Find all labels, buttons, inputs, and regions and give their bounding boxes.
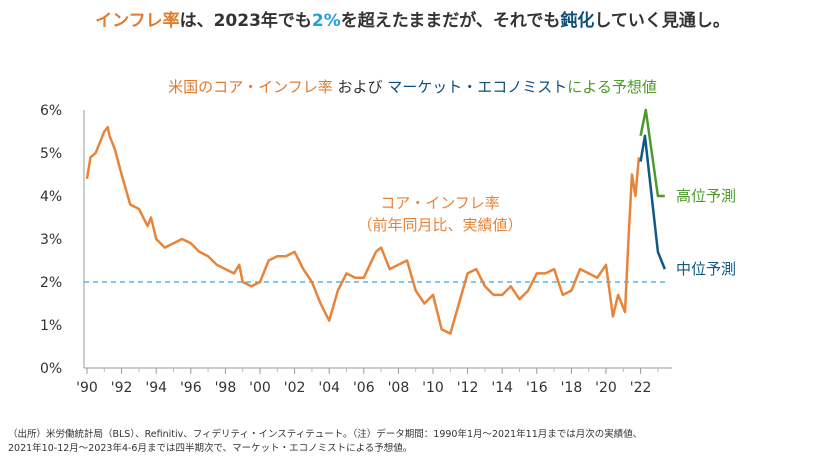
y-tick-label: 5% [40,146,62,162]
x-tick-label: '12 [457,380,479,396]
y-tick-label: 4% [40,189,62,205]
x-tick-label: '92 [111,380,133,396]
x-tick-label: '08 [388,380,410,396]
x-tick-label: '18 [561,380,583,396]
x-tick-label: '96 [180,380,202,396]
high-forecast-line [639,108,665,198]
x-tick-label: '04 [318,380,340,396]
footnote: （出所）米労働統計局（BLS）、Refinitiv、フィデリティ・インスティテュ… [8,429,643,454]
actual-series-line [85,125,641,335]
y-tick-label: 0% [40,361,62,377]
headline: インフレ率は、2023年でも2%を超えたままだが、それでも鈍化していく見通し。 [95,11,730,31]
y-tick-label: 6% [40,103,62,119]
line-chart: 0% 1% 2% 3% 4% 5% 6% '90 '92 '94 '96 '98 '00 '02 '04 '0… [40,103,736,396]
y-tick-label: 2% [40,275,62,291]
x-tick-label: '98 [215,380,237,396]
y-tick-label: 1% [40,318,62,334]
annotation-line1: コア・インフレ率 [380,194,500,212]
x-tick-label: '94 [145,380,167,396]
x-tick-label: '90 [76,380,98,396]
annotation-line2: （前年同月比、実績値） [357,216,522,234]
x-tick-label: '16 [526,380,548,396]
x-tick-label: '14 [491,380,513,396]
y-tick-label: 3% [40,232,62,248]
chart-title: 米国のコア・インフレ率 および マーケット・エコノミストによる予想値 [168,78,657,96]
x-tick-label: '20 [595,380,617,396]
x-tick-label: '02 [284,380,306,396]
mid-forecast-line [639,134,666,270]
x-tick-label: '22 [630,380,652,396]
x-tick-label: '06 [353,380,375,396]
x-tick-label: '10 [422,380,444,396]
x-tick-label: '00 [249,380,271,396]
mid-forecast-label: 中位予測 [676,260,736,278]
high-forecast-label: 高位予測 [676,187,736,205]
